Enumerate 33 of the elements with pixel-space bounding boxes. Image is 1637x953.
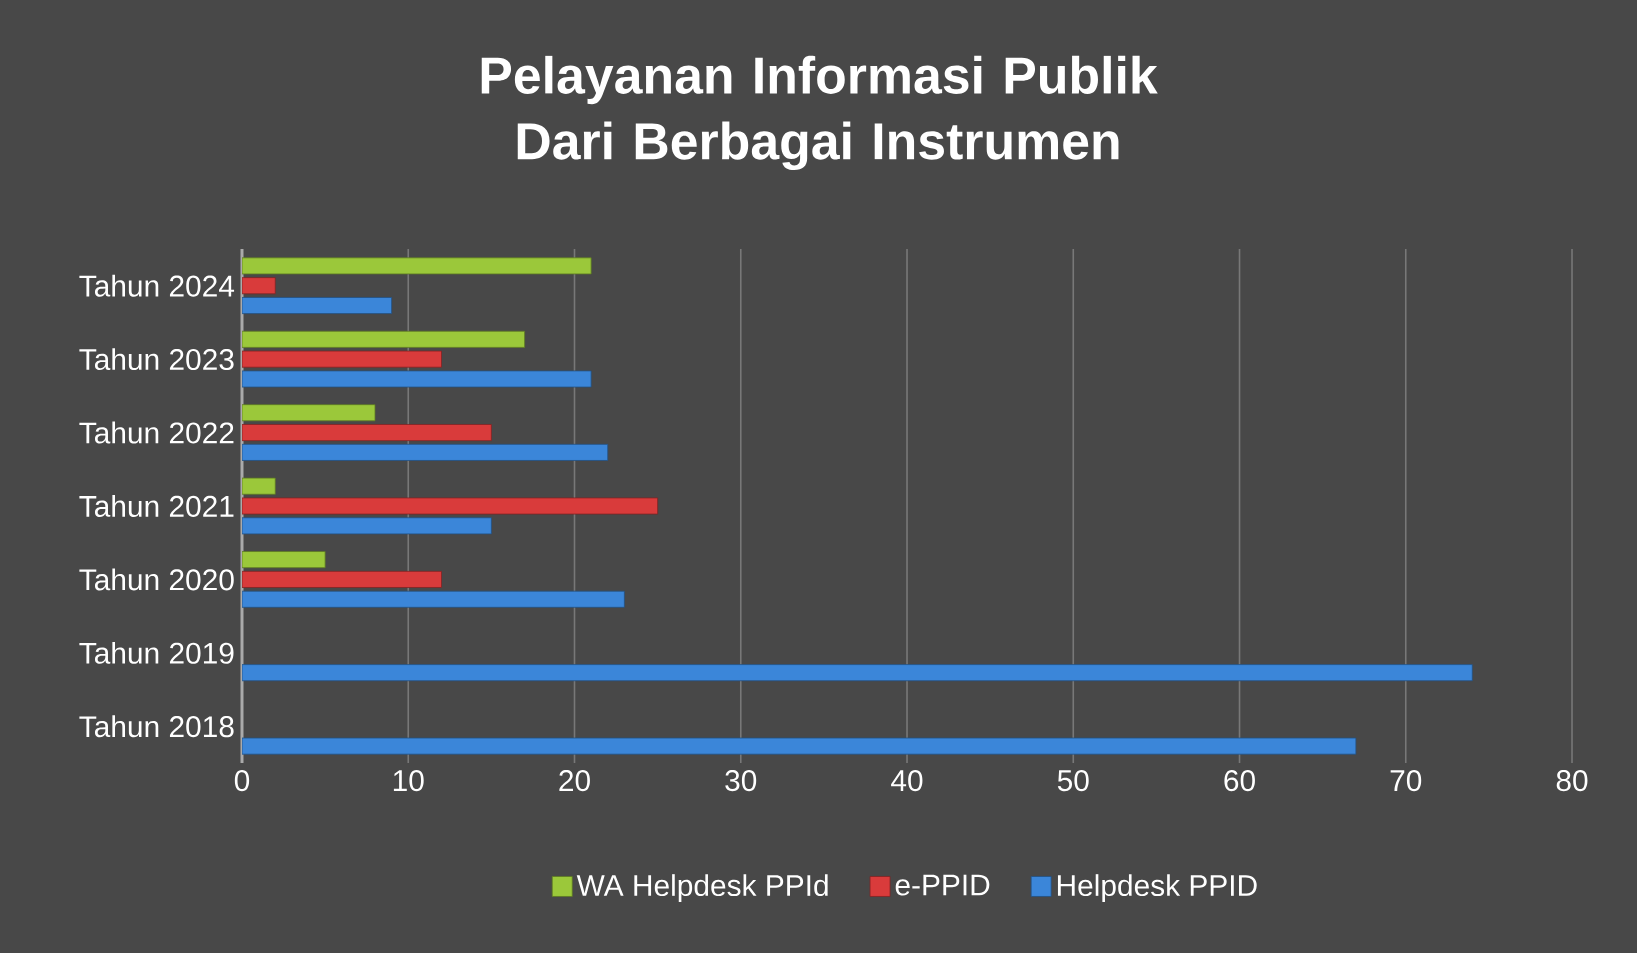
bar <box>242 350 442 368</box>
x-tick-label: 20 <box>559 770 590 792</box>
x-tick-label: 70 <box>1390 770 1422 792</box>
x-tick-label: 10 <box>393 770 424 792</box>
x-tick-label: 60 <box>1224 770 1255 792</box>
y-tick-label: Tahun 2022 <box>79 421 234 444</box>
x-tick-label: 40 <box>891 770 923 792</box>
bar <box>242 590 625 608</box>
bar <box>242 330 526 348</box>
x-tick-label: 30 <box>725 770 757 792</box>
bar <box>242 404 376 422</box>
bar <box>242 443 609 461</box>
bar <box>242 551 326 569</box>
y-tick-label: Tahun 2020 <box>79 568 234 591</box>
y-tick-label: Tahun 2019 <box>79 641 234 664</box>
bar <box>242 424 492 442</box>
x-tick-label: 80 <box>1556 770 1588 792</box>
chart-title: Pelayanan Informasi Publik Dari Berbagai Instrumen <box>481 55 1158 171</box>
bar <box>242 570 442 588</box>
x-tick-label: 0 <box>234 770 250 792</box>
bar <box>242 517 492 535</box>
bar <box>242 737 1357 755</box>
y-tick-label: Tahun 2024 <box>79 274 235 297</box>
y-tick-label: Tahun 2021 <box>79 495 234 517</box>
bar <box>242 297 393 315</box>
legend-label: Helpdesk PPID <box>1057 874 1257 903</box>
x-tick-label: 50 <box>1057 770 1089 792</box>
y-tick-label: Tahun 2023 <box>79 348 234 371</box>
bar <box>242 257 592 275</box>
legend-label: e-PPID <box>895 874 990 896</box>
bar <box>242 664 1473 682</box>
y-tick-label: Tahun 2018 <box>79 715 234 738</box>
legend-label: WA Helpdesk PPId <box>576 874 828 903</box>
